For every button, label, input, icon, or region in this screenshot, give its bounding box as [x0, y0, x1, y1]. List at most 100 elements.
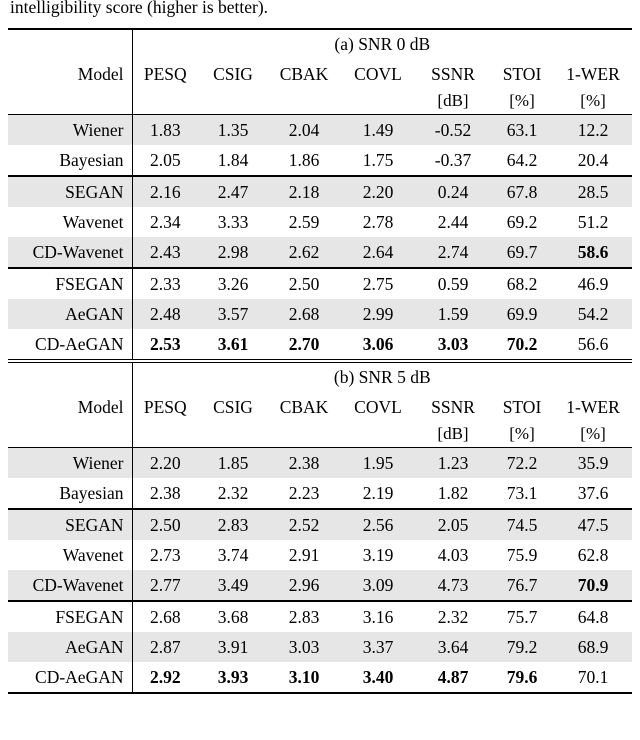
unit-label: [8, 421, 133, 448]
value-cell: 3.40: [340, 661, 416, 694]
column-header-stoi: STOI: [502, 396, 542, 417]
value-cell: 2.44: [437, 211, 469, 232]
model-name: CD-AeGAN: [8, 328, 133, 361]
value-cell: 2.43: [132, 236, 198, 268]
column-header-ssnr: SSNR: [431, 63, 475, 84]
unit-label: [132, 421, 198, 448]
value-cell: 3.61: [217, 333, 249, 354]
value-cell: -0.52: [416, 114, 490, 145]
value-cell: 2.83: [198, 507, 268, 540]
value-cell: 2.91: [288, 544, 320, 565]
value-cell: 46.9: [554, 266, 633, 299]
value-cell: 70.2: [506, 333, 538, 354]
value-cell: 2.59: [288, 211, 320, 232]
value-cell: 76.7: [490, 569, 554, 601]
value-cell: 2.48: [132, 298, 198, 329]
value-cell: 3.26: [198, 266, 268, 299]
data-row-bayesian: Bayesian 2.05 1.84 1.86 1.75 -0.37 64.2 20.4: [8, 144, 632, 176]
value-cell: 2.73: [149, 544, 181, 565]
value-cell: 35.9: [554, 447, 633, 478]
value-cell: 47.5: [554, 507, 633, 540]
column-header-pesq: PESQ: [143, 63, 187, 84]
model-name: Bayesian: [8, 477, 133, 509]
value-cell: 62.8: [577, 544, 609, 565]
section-title: (a) SNR 0 dB: [132, 27, 633, 59]
value-cell: 2.04: [268, 114, 340, 145]
data-row-wavenet: Wavenet 2.73 3.74 2.91 3.19 4.03 75.9 62.8: [8, 539, 632, 570]
column-header-stoi: STOI: [502, 63, 542, 84]
column-header-1-wer: 1-WER: [566, 63, 620, 84]
results-table: (a) SNR 0 dB Model PESQ CSIG CBAK COVL SSNR STO…: [8, 27, 633, 694]
value-cell: 1.95: [340, 447, 416, 478]
value-cell: 1.85: [198, 447, 268, 478]
value-cell: 1.82: [437, 482, 469, 503]
data-row-fsegan: FSEGAN 2.68 3.68 2.83 3.16 2.32 75.7 64.8: [8, 599, 633, 632]
value-cell: -0.37: [434, 149, 472, 170]
value-cell: 2.56: [340, 507, 416, 540]
value-cell: 2.64: [340, 236, 416, 268]
value-cell: 3.10: [268, 661, 340, 694]
unit-label: [268, 88, 340, 115]
value-cell: 69.2: [506, 211, 538, 232]
value-cell: 1.83: [132, 114, 198, 145]
value-cell: 2.18: [268, 174, 340, 207]
data-row-segan: SEGAN 2.16 2.47 2.18 2.20 0.24 67.8 28.5: [8, 174, 633, 207]
model-name: AeGAN: [8, 298, 133, 329]
model-name: AeGAN: [8, 631, 133, 662]
value-cell: 64.8: [554, 599, 633, 632]
value-cell: 69.9: [490, 298, 554, 329]
value-cell: 2.05: [416, 507, 490, 540]
data-row-aegan: AeGAN 2.87 3.91 3.03 3.37 3.64 79.2 68.9: [8, 631, 633, 662]
column-header-1-wer: 1-WER: [566, 396, 620, 417]
model-name: SEGAN: [8, 174, 133, 207]
value-cell: 2.32: [217, 482, 249, 503]
title-spacer: [8, 27, 133, 59]
units-row: [dB] [%] [%]: [8, 421, 633, 448]
column-header-model: Model: [8, 391, 133, 422]
model-name: CD-Wavenet: [8, 569, 133, 601]
value-cell: 2.16: [132, 174, 198, 207]
section-title: (b) SNR 5 dB: [132, 358, 633, 392]
value-cell: 3.33: [217, 211, 249, 232]
column-header-pesq: PESQ: [143, 396, 187, 417]
value-cell: 1.84: [217, 149, 249, 170]
column-header-csig: CSIG: [213, 63, 253, 84]
unit-label: [%]: [490, 421, 554, 448]
value-cell: 1.23: [416, 447, 490, 478]
value-cell: 3.19: [362, 544, 394, 565]
value-cell: 63.1: [490, 114, 554, 145]
value-cell: 2.50: [268, 266, 340, 299]
unit-label: [340, 88, 416, 115]
model-name: CD-AeGAN: [8, 661, 133, 694]
data-row-cd-wavenet: CD-Wavenet 2.77 3.49 2.96 3.09 4.73 76.7 70.9: [8, 569, 633, 601]
value-cell: 2.68: [132, 599, 198, 632]
value-cell: 3.64: [416, 631, 490, 662]
value-cell: 2.20: [340, 174, 416, 207]
value-cell: 1.59: [416, 298, 490, 329]
title-spacer: [8, 358, 133, 392]
value-cell: 3.06: [362, 333, 394, 354]
results-table-body: (a) SNR 0 dB Model PESQ CSIG CBAK COVL SSNR STO…: [8, 27, 633, 694]
value-cell: 4.87: [416, 661, 490, 694]
value-cell: 69.7: [490, 236, 554, 268]
value-cell: 1.86: [288, 149, 320, 170]
value-cell: 64.2: [506, 149, 538, 170]
unit-label: [268, 421, 340, 448]
data-row-cd-aegan: CD-AeGAN 2.92 3.93 3.10 3.40 4.87 79.6 70.1: [8, 661, 633, 694]
value-cell: 2.62: [268, 236, 340, 268]
value-cell: 3.74: [217, 544, 249, 565]
value-cell: 4.03: [437, 544, 469, 565]
column-header-covl: COVL: [354, 63, 402, 84]
value-cell: 2.68: [268, 298, 340, 329]
value-cell: 68.9: [554, 631, 633, 662]
value-cell: 2.52: [268, 507, 340, 540]
column-header-csig: CSIG: [213, 396, 253, 417]
value-cell: 3.49: [198, 569, 268, 601]
data-row-aegan: AeGAN 2.48 3.57 2.68 2.99 1.59 69.9 54.2: [8, 298, 633, 329]
units-row: [dB] [%] [%]: [8, 88, 633, 115]
value-cell: 2.34: [149, 211, 181, 232]
value-cell: 3.09: [340, 569, 416, 601]
value-cell: 2.32: [416, 599, 490, 632]
value-cell: 73.1: [506, 482, 538, 503]
unit-label: [dB]: [416, 421, 490, 448]
